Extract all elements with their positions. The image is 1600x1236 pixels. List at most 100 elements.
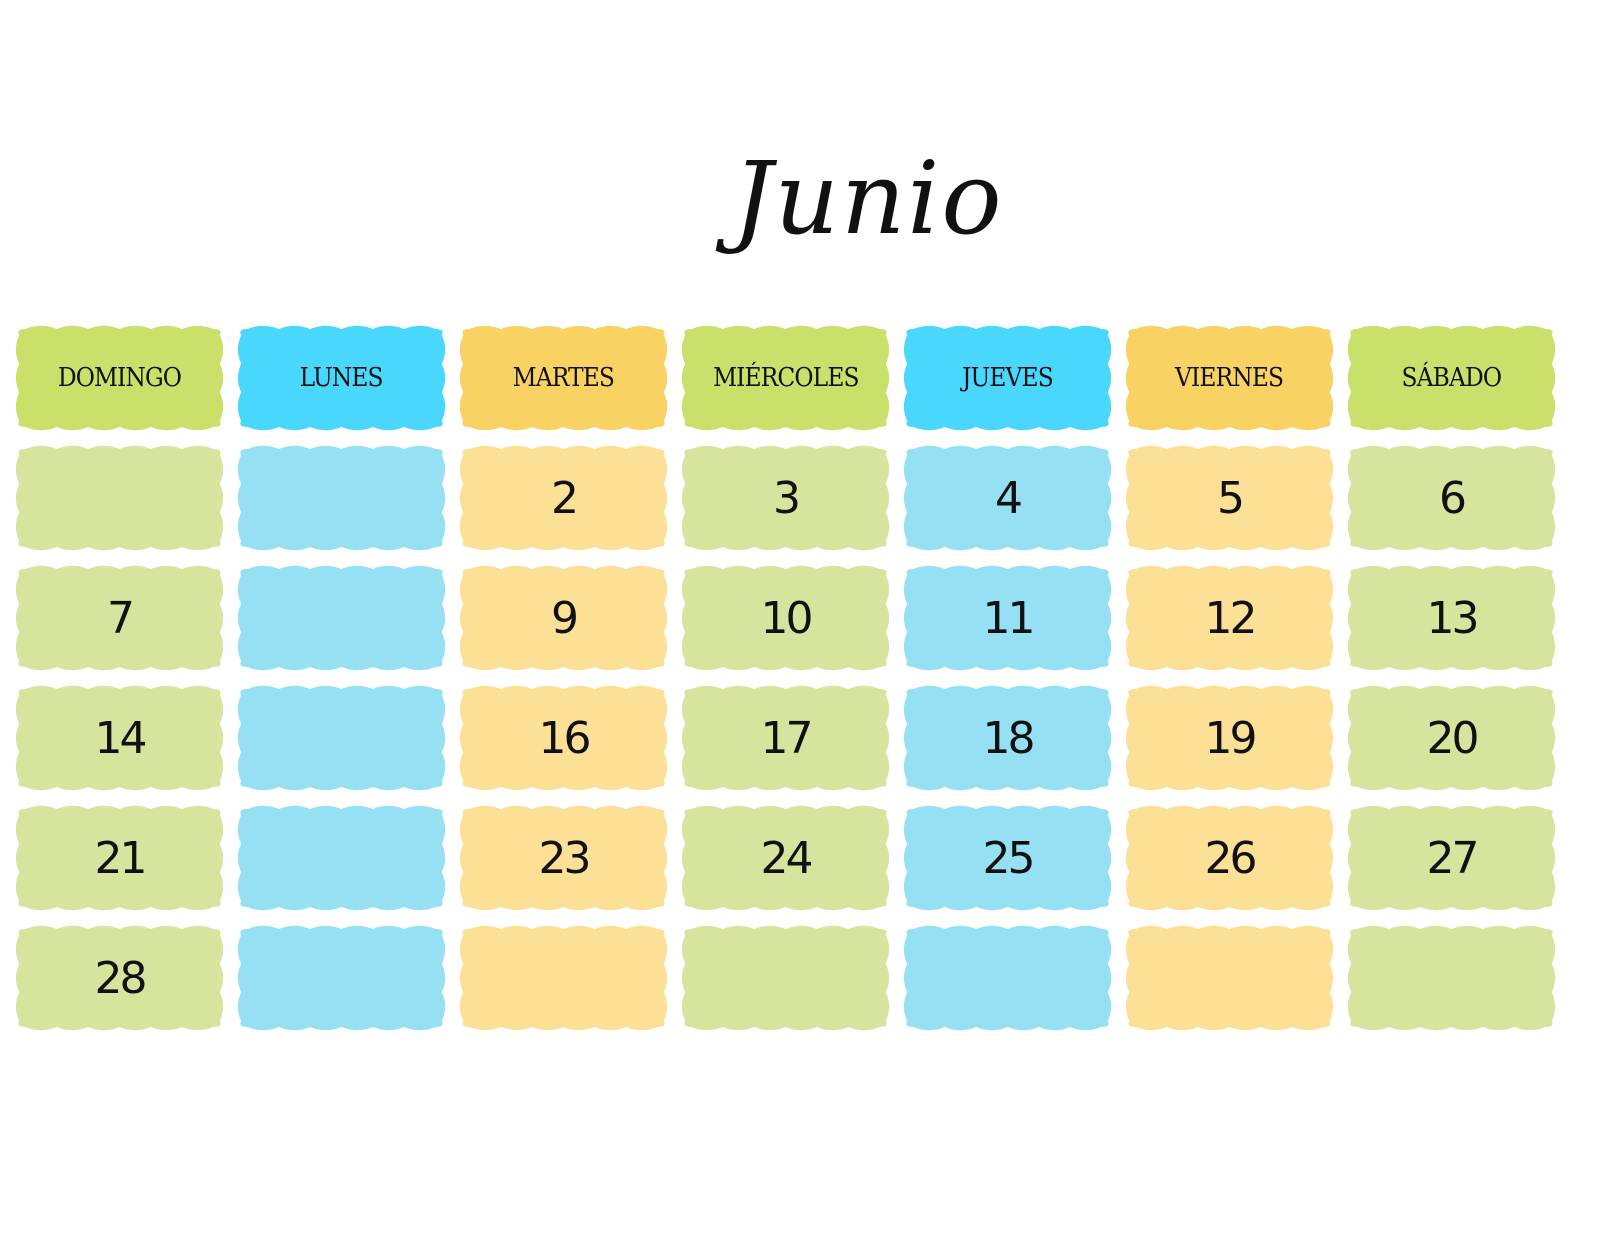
day-cell: 12 (1122, 562, 1337, 674)
weekday-label: SÁBADO (1401, 363, 1502, 393)
wavy-cell-background (1347, 685, 1556, 791)
day-cell: 27 (1344, 802, 1559, 914)
wavy-cell-background (1125, 325, 1334, 431)
weekday-label: DOMINGO (57, 363, 182, 393)
day-cell: 4 (900, 442, 1115, 554)
wavy-cell-background (237, 685, 446, 791)
day-cell: 25 (900, 802, 1115, 914)
wavy-cell-background (1347, 925, 1556, 1031)
day-number: 10 (760, 592, 814, 644)
wavy-cell-background (237, 925, 446, 1031)
day-cell: 7 (12, 562, 227, 674)
wavy-cell-background (15, 805, 224, 911)
day-number: 16 (538, 712, 592, 764)
day-number: 17 (760, 712, 814, 764)
day-cell: 17 (678, 682, 893, 794)
wavy-cell-background (459, 685, 668, 791)
wavy-cell-background (681, 325, 890, 431)
wavy-cell-background (15, 565, 224, 671)
day-number: 3 (773, 472, 801, 524)
day-number: 2 (551, 472, 579, 524)
wavy-cell-background (681, 805, 890, 911)
day-number: 18 (982, 712, 1036, 764)
weekday-label: MARTES (512, 363, 615, 393)
wavy-cell-background (15, 325, 224, 431)
day-cell: 13 (1344, 562, 1559, 674)
wavy-cell-background (1125, 565, 1334, 671)
wavy-cell-background (681, 925, 890, 1031)
weekday-header: LUNES (234, 322, 449, 434)
day-cell (678, 922, 893, 1034)
day-cell: 19 (1122, 682, 1337, 794)
day-cell: 6 (1344, 442, 1559, 554)
wavy-cell-background (1347, 325, 1556, 431)
day-number: 12 (1204, 592, 1258, 644)
wavy-cell-background (237, 445, 446, 551)
wavy-cell-background (1347, 445, 1556, 551)
wavy-cell-background (681, 445, 890, 551)
wavy-cell-background (1347, 805, 1556, 911)
calendar-grid: DOMINGO LUNES MARTES MIÉRCOLES JUEVES VIERNES… (12, 322, 1559, 1034)
day-number: 21 (94, 832, 148, 884)
day-cell: 20 (1344, 682, 1559, 794)
day-cell: 9 (456, 562, 671, 674)
weekday-label: LUNES (299, 363, 384, 393)
day-cell: 3 (678, 442, 893, 554)
weekday-header: DOMINGO (12, 322, 227, 434)
day-number: 24 (760, 832, 814, 884)
day-number: 20 (1426, 712, 1480, 764)
day-number: 19 (1204, 712, 1258, 764)
day-cell: 18 (900, 682, 1115, 794)
wavy-cell-background (903, 805, 1112, 911)
wavy-cell-background (459, 325, 668, 431)
wavy-cell-background (1125, 685, 1334, 791)
wavy-cell-background (459, 925, 668, 1031)
wavy-cell-background (15, 925, 224, 1031)
wavy-cell-background (459, 445, 668, 551)
wavy-cell-background (903, 445, 1112, 551)
weekday-header: MARTES (456, 322, 671, 434)
day-cell (456, 922, 671, 1034)
day-number: 5 (1217, 472, 1245, 524)
day-cell: 14 (12, 682, 227, 794)
day-cell (234, 802, 449, 914)
wavy-cell-background (1125, 925, 1334, 1031)
weekday-header: VIERNES (1122, 322, 1337, 434)
weekday-label: JUEVES (962, 363, 1054, 393)
day-cell (234, 922, 449, 1034)
day-number: 25 (982, 832, 1036, 884)
day-number: 9 (551, 592, 579, 644)
weekday-header: JUEVES (900, 322, 1115, 434)
day-cell (1122, 922, 1337, 1034)
weekday-label: MIÉRCOLES (712, 363, 859, 393)
wavy-cell-background (237, 805, 446, 911)
day-cell: 23 (456, 802, 671, 914)
day-cell (234, 562, 449, 674)
wavy-cell-background (903, 925, 1112, 1031)
wavy-cell-background (15, 445, 224, 551)
wavy-cell-background (681, 565, 890, 671)
day-number: 7 (107, 592, 135, 644)
day-cell: 24 (678, 802, 893, 914)
wavy-cell-background (237, 565, 446, 671)
day-number: 13 (1426, 592, 1480, 644)
day-number: 27 (1426, 832, 1480, 884)
wavy-cell-background (1347, 565, 1556, 671)
day-number: 26 (1204, 832, 1258, 884)
day-number: 4 (995, 472, 1023, 524)
wavy-cell-background (459, 565, 668, 671)
day-number: 14 (94, 712, 148, 764)
day-number: 11 (982, 592, 1036, 644)
day-cell (900, 922, 1115, 1034)
wavy-cell-background (1125, 805, 1334, 911)
day-number: 28 (94, 952, 148, 1004)
wavy-cell-background (237, 325, 446, 431)
day-cell (234, 682, 449, 794)
day-cell: 5 (1122, 442, 1337, 554)
weekday-header: SÁBADO (1344, 322, 1559, 434)
weekday-label: VIERNES (1175, 363, 1284, 393)
day-cell: 16 (456, 682, 671, 794)
day-cell: 10 (678, 562, 893, 674)
day-cell (1344, 922, 1559, 1034)
day-cell (12, 442, 227, 554)
